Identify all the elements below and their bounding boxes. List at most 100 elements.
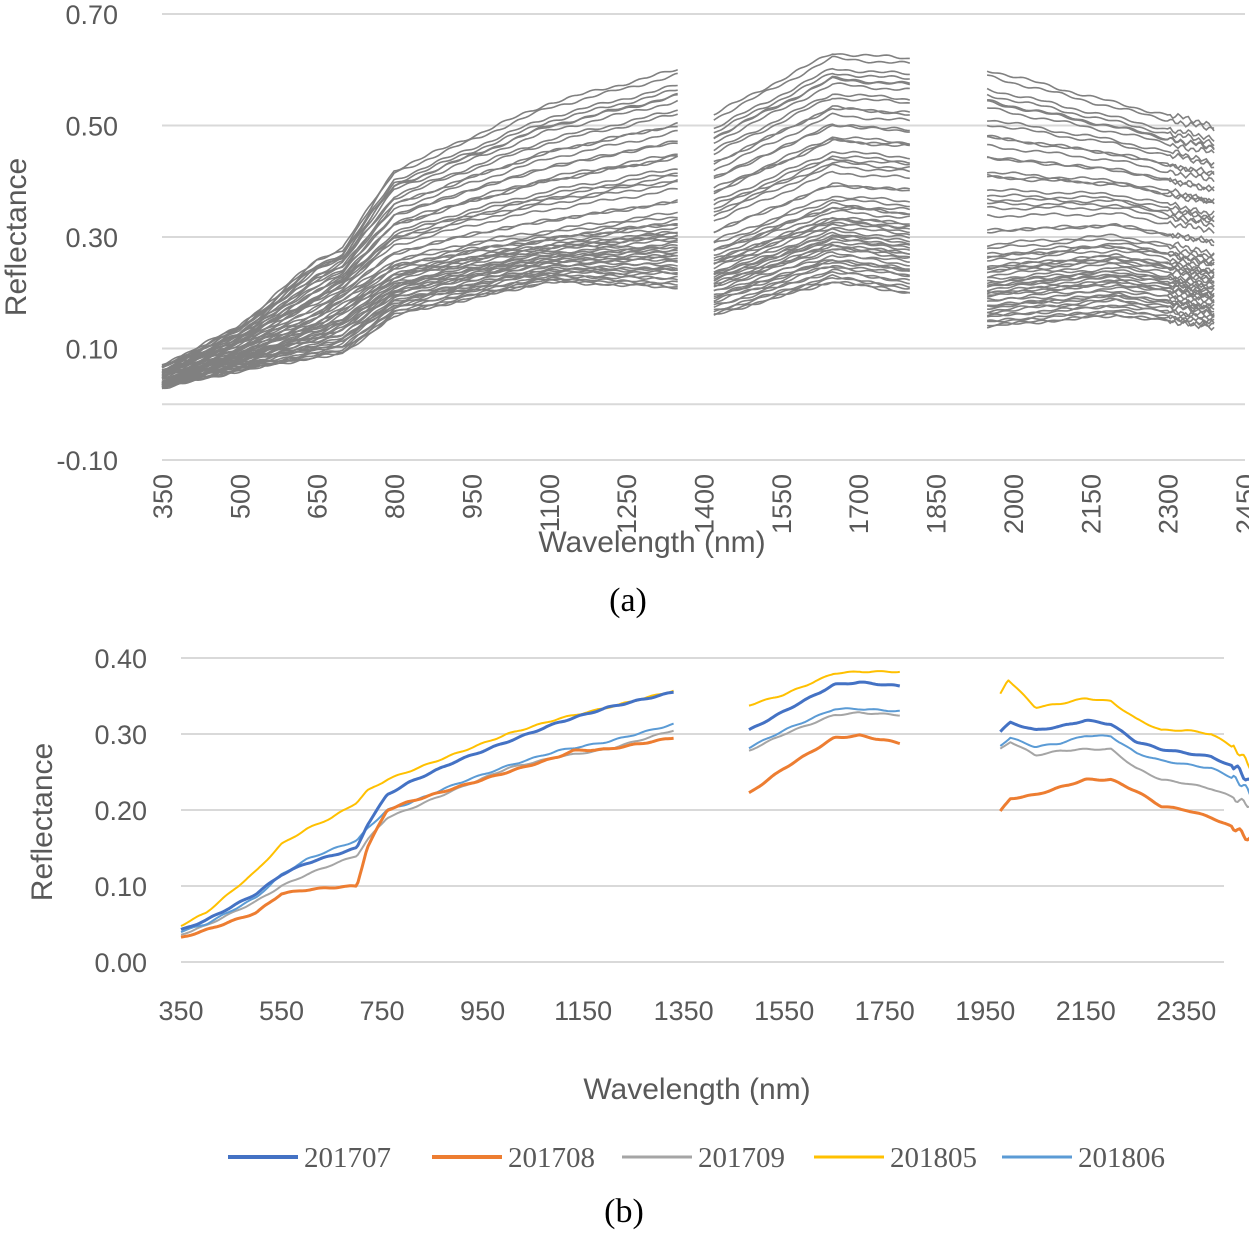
panel-a-spectrum-line	[161, 113, 678, 371]
panel-a-spectrum-line	[987, 74, 1215, 132]
panel-a-x-tick: 2150	[1076, 474, 1106, 534]
panel-a-spectrum-line	[986, 212, 1215, 234]
panel-a-spectrum-line	[713, 82, 910, 144]
panel-a-spectrum-line	[713, 209, 910, 256]
panel-a-spectrum-line	[986, 87, 1215, 142]
legend-label-201709: 201709	[698, 1142, 785, 1174]
panel-a-spectrum-line	[987, 119, 1215, 167]
panel-a-spectrum-line	[987, 143, 1215, 183]
panel-a-spectrum-line	[986, 193, 1215, 221]
panel-b-y-tick: 0.20	[94, 796, 147, 826]
panel-a-spectrum-line	[986, 93, 1215, 147]
panel-a-y-axis-title: Reflectance	[0, 158, 33, 316]
panel-a-spectrum-line	[713, 206, 911, 252]
panel-a-spectrum-line	[161, 201, 678, 381]
panel-b-series-line-201708	[748, 733, 901, 794]
panel-b-x-tick: 350	[158, 996, 203, 1026]
panel-b-x-tick: 1550	[754, 996, 814, 1026]
panel-b-y-axis-title: Reflectance	[26, 743, 59, 901]
panel-b-series-line-201708	[999, 777, 1249, 842]
panel-b-y-tick: 0.00	[94, 948, 147, 978]
panel-a-y-tick: -0.10	[56, 446, 118, 476]
panel-b-series-line-201707	[748, 680, 901, 731]
panel-a-x-tick: 1100	[535, 474, 565, 532]
panel-b-y-tick-labels: 0.00 0.10 0.20 0.30 0.40	[94, 644, 147, 978]
panel-a-spectrum-line	[713, 243, 910, 285]
panel-a-spectrum-line	[713, 136, 910, 189]
panel-a-x-tick: 350	[148, 474, 178, 519]
panel-a-spectrum-line	[987, 289, 1215, 307]
panel-a-spectrum-line	[713, 231, 910, 276]
panel-a-spectrum-line	[713, 206, 910, 251]
panel-a-x-tick: 2000	[999, 474, 1029, 534]
panel-a-spectrum-line	[161, 230, 678, 384]
panel-a-spectrum-line	[987, 201, 1215, 224]
panel-a-x-tick: 950	[457, 474, 487, 519]
panel-a-spectrum-line	[713, 235, 911, 281]
panel-b-y-tick: 0.30	[94, 720, 147, 750]
panel-a-spectrum-line	[713, 254, 910, 292]
panel-a-x-tick-labels: 350 500 650 800 950 1100 1250 1400 1550 1700 1850 2…	[148, 474, 1249, 534]
panel-a-spectrum-line	[161, 187, 678, 379]
panel-a-spectrum-line	[986, 309, 1215, 324]
panel-a-spectrum-line	[161, 68, 678, 366]
panel-a-spectrum-line	[987, 269, 1215, 288]
panel-b-series-line-201806	[748, 707, 900, 750]
panel-a-spectrum-line	[986, 274, 1215, 291]
panel-a-spectrum-line	[713, 55, 911, 121]
panel-a-gridlines	[162, 13, 1245, 461]
panel-a-spectrum-line	[986, 171, 1215, 204]
panel-a-spectrum-line	[987, 222, 1215, 247]
panel-a-spectrum-line	[713, 227, 911, 270]
panel-b-x-tick: 1150	[554, 996, 612, 1026]
legend-label-201708: 201708	[508, 1142, 595, 1174]
panel-a-x-tick: 2450	[1231, 474, 1249, 534]
panel-a-spectrum-line	[713, 160, 910, 213]
panel-a-spectrum-line	[713, 241, 911, 282]
panel-a-x-tick: 800	[380, 474, 410, 519]
panel-a-spectrum-line	[713, 137, 910, 193]
panel-a-chart: -0.10 0.10 0.30 0.50 0.70 350 500 650 800 950 110…	[0, 0, 1249, 619]
panel-b-x-axis-title: Wavelength (nm)	[583, 1073, 810, 1106]
panel-b-y-tick: 0.10	[94, 872, 147, 902]
panel-b-series-line-201708	[180, 736, 674, 939]
panel-a-spectrum-line	[987, 205, 1215, 228]
panel-a-spectrum-line	[713, 97, 910, 156]
panel-a-spectrum-line	[987, 107, 1215, 154]
legend-label-201805: 201805	[890, 1142, 977, 1174]
panel-a-spectrum-line	[713, 201, 911, 251]
panel-a-x-tick: 500	[225, 474, 255, 519]
panel-a-spectrum-line	[713, 264, 911, 302]
panel-a-spectrum-line	[161, 253, 678, 386]
panel-a-spectrum-line	[161, 153, 678, 378]
panel-a-spectrum-line	[986, 197, 1215, 223]
panel-a-spectra-lines	[161, 53, 1215, 390]
panel-b-x-tick: 1750	[855, 996, 915, 1026]
panel-a-spectrum-line	[713, 216, 910, 260]
panel-a-x-tick: 650	[303, 474, 333, 519]
panel-a-spectrum-line	[161, 154, 678, 376]
panel-a-spectrum-line	[987, 99, 1215, 150]
panel-a-spectrum-line	[987, 134, 1215, 176]
panel-a-y-tick: 0.30	[65, 223, 118, 253]
panel-b-series-line-201709	[180, 729, 674, 936]
panel-a-spectrum-line	[987, 314, 1215, 330]
panel-a-spectrum-line	[713, 170, 910, 222]
panel-a-spectrum-line	[713, 182, 910, 234]
panel-a-spectrum-line	[986, 254, 1215, 275]
panel-b-y-tick: 0.40	[94, 644, 147, 674]
panel-a-spectrum-line	[713, 67, 910, 130]
panel-b-series-line-201707	[180, 690, 674, 931]
panel-a-y-tick-labels: -0.10 0.10 0.30 0.50 0.70	[56, 0, 118, 476]
panel-b-series-line-201709	[999, 741, 1249, 808]
panel-a-spectrum-line	[713, 221, 910, 265]
panel-a-spectrum-line	[713, 112, 911, 172]
panel-a-x-axis-title: Wavelength (nm)	[538, 526, 765, 559]
panel-a-spectrum-line	[713, 195, 910, 243]
panel-a-spectrum-line	[986, 298, 1215, 317]
panel-a-spectrum-line	[986, 262, 1215, 285]
panel-b-series-line-201707	[999, 718, 1249, 782]
panel-a-spectrum-line	[713, 259, 910, 298]
panel-a-spectrum-line	[986, 273, 1215, 293]
panel-a-x-tick: 1550	[767, 474, 797, 534]
